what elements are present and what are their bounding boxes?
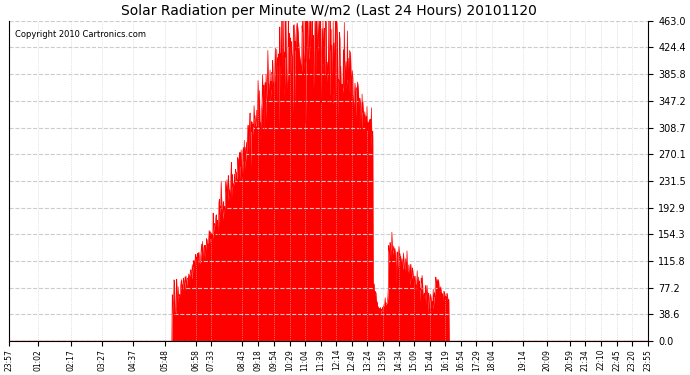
Text: Copyright 2010 Cartronics.com: Copyright 2010 Cartronics.com (15, 30, 146, 39)
Title: Solar Radiation per Minute W/m2 (Last 24 Hours) 20101120: Solar Radiation per Minute W/m2 (Last 24… (121, 4, 536, 18)
